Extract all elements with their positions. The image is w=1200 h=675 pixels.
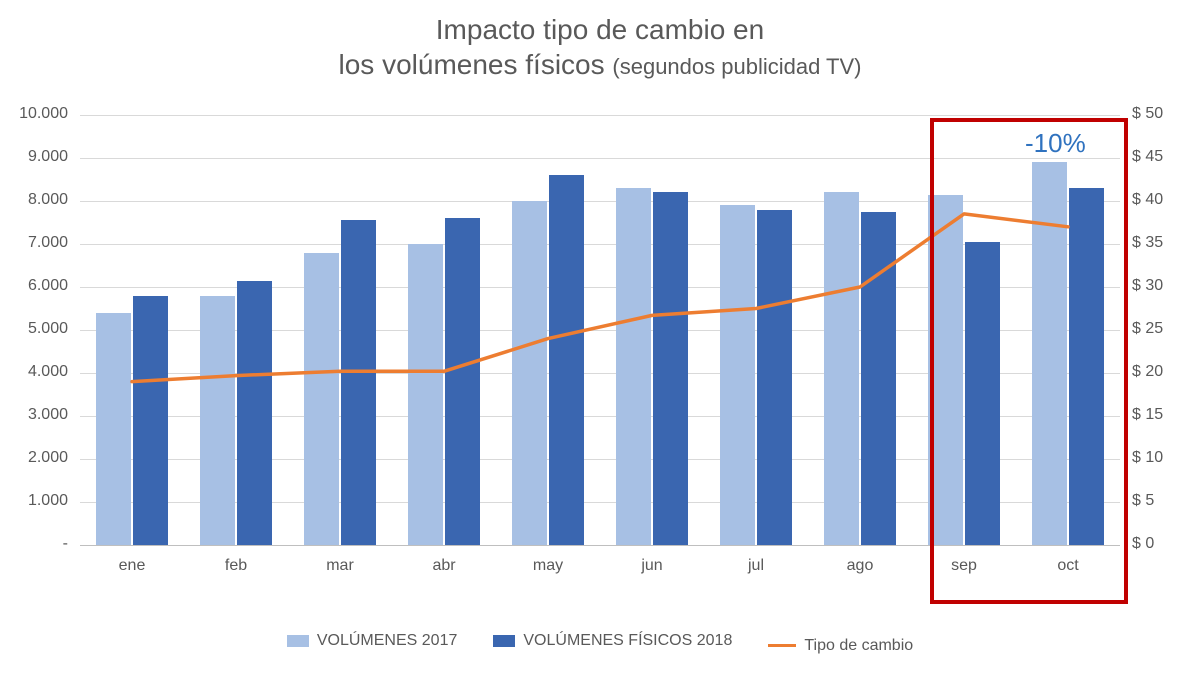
bar-vol2018 (445, 218, 480, 545)
gridline (80, 201, 1120, 202)
bar-vol2018 (653, 192, 688, 545)
title-line1: Impacto tipo de cambio en (0, 12, 1200, 47)
bar-vol2017 (96, 313, 131, 545)
ytick-left: 1.000 (0, 492, 68, 510)
bar-vol2017 (200, 296, 235, 545)
legend-item: Tipo de cambio (768, 637, 913, 655)
ytick-right: $ 40 (1132, 191, 1163, 209)
gridline (80, 416, 1120, 417)
chart-title: Impacto tipo de cambio en los volúmenes … (0, 0, 1200, 82)
xtick: sep (951, 557, 977, 575)
legend-label: VOLÚMENES FÍSICOS 2018 (523, 632, 732, 650)
gridline (80, 244, 1120, 245)
ytick-right: $ 45 (1132, 148, 1163, 166)
gridline (80, 502, 1120, 503)
ytick-left: 3.000 (0, 406, 68, 424)
xtick: mar (326, 557, 354, 575)
bar-vol2017 (408, 244, 443, 545)
legend-swatch-icon (493, 635, 515, 647)
xtick: may (533, 557, 563, 575)
ytick-left: 4.000 (0, 363, 68, 381)
ytick-left: 10.000 (0, 105, 68, 123)
ytick-left: 5.000 (0, 320, 68, 338)
bar-vol2018 (237, 281, 272, 545)
bar-vol2017 (928, 195, 963, 545)
ytick-right: $ 0 (1132, 535, 1154, 553)
bar-vol2017 (1032, 162, 1067, 545)
ytick-left: 6.000 (0, 277, 68, 295)
ytick-left: 8.000 (0, 191, 68, 209)
ytick-left: 2.000 (0, 449, 68, 467)
xtick: jul (748, 557, 764, 575)
title-line2-sub: (segundos publicidad TV) (612, 54, 861, 79)
gridline (80, 115, 1120, 116)
bar-vol2017 (304, 253, 339, 545)
bar-vol2018 (549, 175, 584, 545)
bar-vol2018 (965, 242, 1000, 545)
ytick-right: $ 5 (1132, 492, 1154, 510)
ytick-right: $ 50 (1132, 105, 1163, 123)
bar-vol2018 (341, 220, 376, 545)
gridline (80, 373, 1120, 374)
bar-vol2017 (720, 205, 755, 545)
legend-item: VOLÚMENES 2017 (287, 632, 458, 650)
legend-swatch-icon (287, 635, 309, 647)
annotation-label: -10% (1025, 128, 1086, 159)
bar-vol2018 (133, 296, 168, 545)
gridline (80, 158, 1120, 159)
title-line2-main: los volúmenes físicos (339, 49, 613, 80)
chart-container: Impacto tipo de cambio en los volúmenes … (0, 0, 1200, 675)
xtick: jun (641, 557, 662, 575)
xtick: ago (847, 557, 874, 575)
bar-vol2017 (512, 201, 547, 545)
ytick-right: $ 30 (1132, 277, 1163, 295)
xtick: feb (225, 557, 247, 575)
legend-label: VOLÚMENES 2017 (317, 632, 458, 650)
legend-line-icon (768, 644, 796, 647)
xtick: ene (119, 557, 146, 575)
xtick: abr (432, 557, 455, 575)
ytick-right: $ 35 (1132, 234, 1163, 252)
ytick-right: $ 15 (1132, 406, 1163, 424)
ytick-left: - (0, 535, 68, 553)
title-line2: los volúmenes físicos (segundos publicid… (0, 47, 1200, 82)
ytick-left: 9.000 (0, 148, 68, 166)
x-axis-line (80, 545, 1120, 546)
ytick-left: 7.000 (0, 234, 68, 252)
bar-vol2017 (824, 192, 859, 545)
ytick-right: $ 10 (1132, 449, 1163, 467)
bar-vol2018 (1069, 188, 1104, 545)
gridline (80, 287, 1120, 288)
bar-vol2017 (616, 188, 651, 545)
xtick: oct (1057, 557, 1078, 575)
legend-label: Tipo de cambio (804, 637, 913, 655)
gridline (80, 459, 1120, 460)
ytick-right: $ 20 (1132, 363, 1163, 381)
bar-vol2018 (757, 210, 792, 545)
legend: VOLÚMENES 2017 VOLÚMENES FÍSICOS 2018 Tipo… (0, 632, 1200, 655)
bar-vol2018 (861, 212, 896, 545)
gridline (80, 330, 1120, 331)
plot-area (80, 115, 1120, 545)
legend-item: VOLÚMENES FÍSICOS 2018 (493, 632, 732, 650)
ytick-right: $ 25 (1132, 320, 1163, 338)
